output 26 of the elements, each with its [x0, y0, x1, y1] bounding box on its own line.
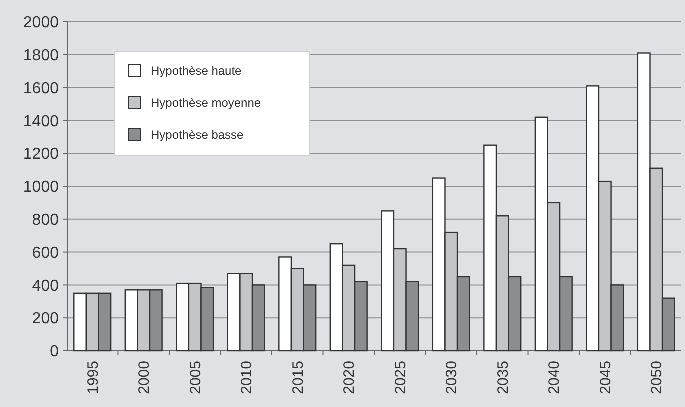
x-tick-label: 2050 [648, 361, 666, 394]
x-tick-label: 2045 [597, 361, 614, 394]
x-tick-label: 1995 [84, 361, 102, 394]
y-tick-label: 200 [32, 310, 60, 328]
y-tick-label: 2000 [23, 14, 60, 32]
y-tick-label: 400 [32, 278, 60, 295]
x-tick-label: 2010 [238, 361, 256, 394]
x-tick-label: 2030 [444, 361, 461, 394]
x-tick-label: 2025 [392, 361, 410, 394]
x-tick-label: 2040 [546, 361, 564, 394]
y-tick-label: 800 [32, 212, 60, 229]
y-tick-label: 600 [32, 244, 60, 262]
y-tick-label: 1400 [23, 113, 60, 130]
y-tick-label: 0 [50, 344, 60, 361]
x-tick-label: 2015 [290, 361, 307, 394]
y-tick-label: 1000 [23, 179, 60, 196]
legend-label: Hypothèse haute [151, 64, 242, 78]
x-tick-label: 2020 [341, 361, 358, 394]
y-tick-label: 1800 [23, 48, 60, 64]
x-tick-label: 2000 [136, 361, 154, 394]
y-tick-label: 1200 [23, 146, 60, 164]
x-tick-label: 2035 [494, 361, 512, 394]
x-tick-label: 2005 [187, 361, 204, 394]
legend-label: Hypothèse moyenne [151, 96, 262, 110]
y-tick-label: 1600 [23, 80, 60, 98]
legend-label: Hypothèse basse [151, 128, 244, 142]
